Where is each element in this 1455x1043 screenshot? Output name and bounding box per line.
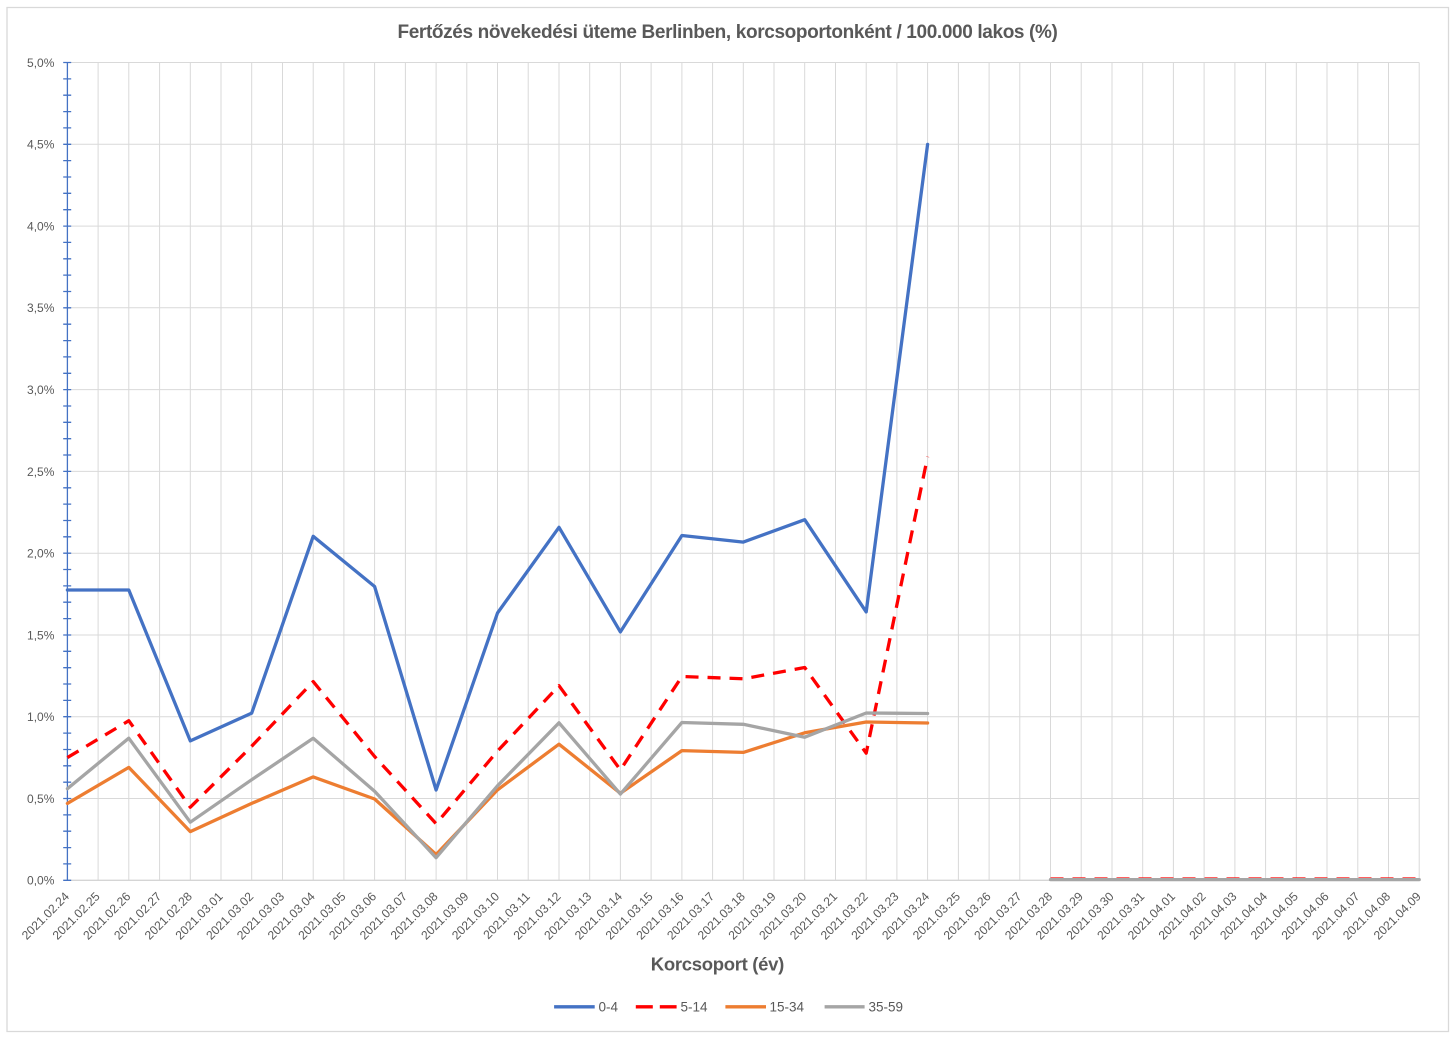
svg-text:3,5%: 3,5% <box>27 301 55 315</box>
svg-text:0,0%: 0,0% <box>27 874 55 888</box>
svg-text:5,0%: 5,0% <box>27 56 55 70</box>
svg-text:35-59: 35-59 <box>869 1000 904 1015</box>
svg-text:2,5%: 2,5% <box>27 465 55 479</box>
svg-text:4,5%: 4,5% <box>27 138 55 152</box>
svg-text:0-4: 0-4 <box>599 1000 619 1015</box>
svg-text:1,5%: 1,5% <box>27 628 55 642</box>
svg-text:3,0%: 3,0% <box>27 383 55 397</box>
svg-text:Fertőzés növekedési üteme Berl: Fertőzés növekedési üteme Berlinben, kor… <box>397 22 1057 43</box>
svg-text:5-14: 5-14 <box>681 1000 709 1015</box>
svg-text:15-34: 15-34 <box>770 1000 805 1015</box>
svg-text:1,0%: 1,0% <box>27 710 55 724</box>
svg-text:Korcsoport (év): Korcsoport (év) <box>651 954 784 975</box>
svg-text:4,0%: 4,0% <box>27 220 55 234</box>
svg-text:2,0%: 2,0% <box>27 547 55 561</box>
svg-text:0,5%: 0,5% <box>27 792 55 806</box>
